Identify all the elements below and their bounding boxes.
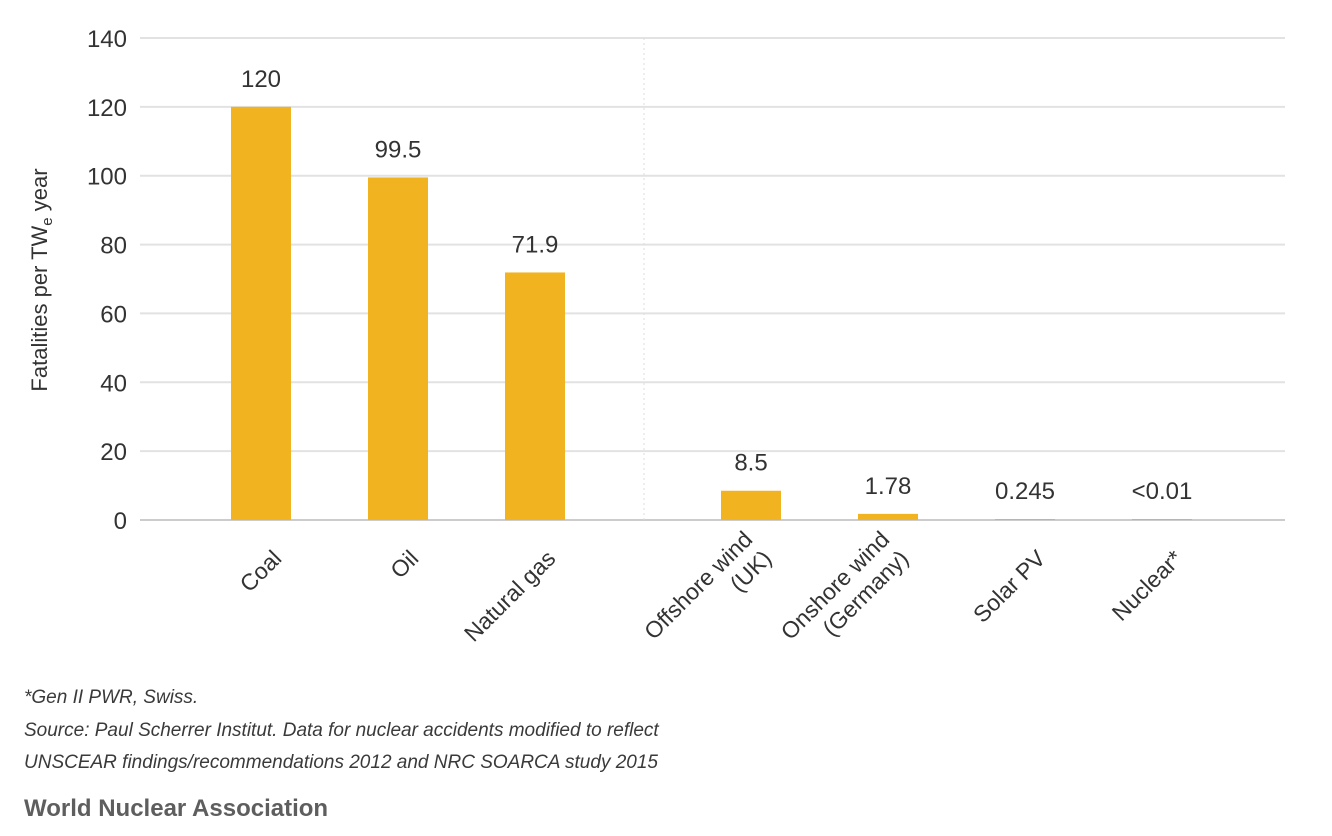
x-tick-label: Offshore wind(UK): [639, 526, 777, 644]
data-label: <0.01: [1132, 478, 1193, 505]
bars: [231, 106, 1192, 520]
footnote-source-2: UNSCEAR findings/recommendations 2012 an…: [24, 752, 658, 773]
bar-oil: [368, 177, 428, 520]
x-axis-ticks: Coal Oil Natural gas Offshore wind(UK) Onsho…: [235, 526, 1188, 647]
x-tick-label: Coal: [235, 545, 287, 597]
x-tick-label-line: Solar PV: [968, 545, 1051, 628]
x-tick-label: Oil: [385, 545, 423, 583]
data-label: 0.245: [995, 478, 1055, 505]
bar-natural-gas: [505, 272, 565, 520]
data-label: 1.78: [865, 473, 912, 500]
y-axis-ticks: 0 20 40 60 80 100 120 140: [87, 26, 127, 535]
y-tick-label: 40: [100, 370, 127, 397]
x-tick-label: Nuclear*: [1107, 545, 1188, 626]
y-tick-label: 100: [87, 164, 127, 191]
brand-name: World Nuclear Association: [24, 795, 329, 822]
bar-offshore-wind-uk: [721, 490, 781, 520]
x-tick-label-line: Coal: [235, 545, 287, 597]
x-tick-label: Onshore wind(Germany): [776, 526, 914, 645]
x-tick-label-line: Oil: [385, 545, 423, 583]
data-label: 120: [241, 66, 281, 93]
bar-solar-pv: [995, 519, 1055, 520]
y-tick-label: 20: [100, 439, 127, 466]
bar-coal: [231, 106, 291, 520]
footnote-source-1: Source: Paul Scherrer Institut. Data for…: [24, 720, 659, 741]
data-label: 99.5: [375, 136, 422, 163]
x-tick-label: Solar PV: [968, 545, 1051, 628]
y-tick-label: 80: [100, 233, 127, 260]
bar-onshore-wind-germany: [858, 513, 918, 520]
bar-nuclear: [1132, 519, 1192, 520]
data-label: 71.9: [512, 231, 559, 258]
data-labels: 120 99.5 71.9 8.5 1.78 0.245 <0.01: [241, 66, 1192, 505]
y-tick-label: 120: [87, 95, 127, 122]
y-tick-label: 60: [100, 301, 127, 328]
gridlines: [140, 37, 1285, 521]
x-tick-label-line: Natural gas: [459, 545, 561, 647]
y-tick-label: 0: [114, 508, 127, 535]
y-tick-label: 140: [87, 26, 127, 53]
x-tick-label: Natural gas: [459, 545, 561, 647]
chart: 0 20 40 60 80 100 120 140 Fatalities per TWe ye…: [27, 26, 1285, 647]
x-tick-label-line: Nuclear*: [1107, 545, 1188, 626]
y-axis-label: Fatalities per TWe year: [27, 168, 56, 391]
data-label: 8.5: [734, 450, 767, 477]
footnote-gen: *Gen II PWR, Swiss.: [24, 687, 199, 708]
